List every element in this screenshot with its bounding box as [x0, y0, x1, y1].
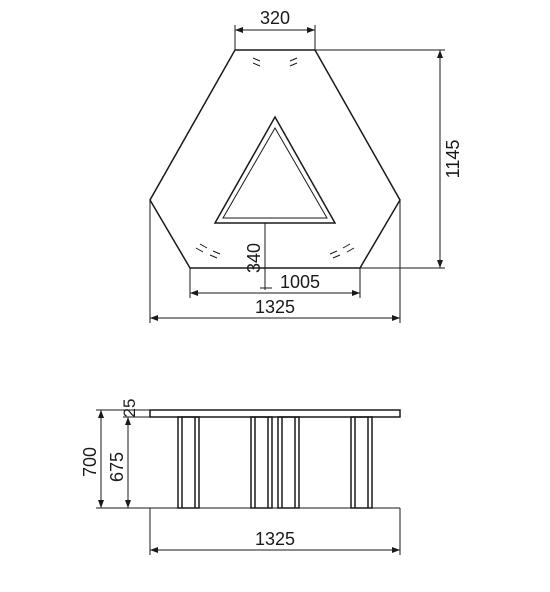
inner-triangle [215, 117, 335, 223]
dim-1325-front-label: 1325 [255, 529, 295, 549]
dim-1145: 1145 [315, 50, 463, 268]
dim-320: 320 [235, 8, 315, 50]
dim-700-label: 700 [80, 447, 100, 477]
outer-shape [150, 50, 400, 268]
dim-675: 675 [107, 417, 150, 508]
dim-25-label: 25 [120, 399, 139, 418]
corner-bracket-br [330, 244, 354, 258]
corner-bracket-bl [196, 244, 220, 258]
dim-675-label: 675 [107, 452, 127, 482]
technical-drawing: 320 1145 340 1005 [0, 0, 550, 592]
front-view: 25 675 700 1325 [80, 399, 400, 555]
dim-1145-label: 1145 [443, 140, 463, 179]
legs [178, 417, 372, 508]
dim-25: 25 [120, 399, 150, 418]
dim-1005: 1005 [190, 268, 360, 298]
tabletop [150, 410, 400, 417]
top-view: 320 1145 340 1005 [150, 8, 463, 323]
dim-1325-top-label: 1325 [255, 297, 295, 317]
dim-1005-label: 1005 [280, 272, 320, 292]
dim-320-label: 320 [260, 8, 290, 28]
corner-bracket-top [253, 58, 297, 66]
dim-1325-front: 1325 [150, 508, 400, 555]
dim-340: 340 [244, 223, 272, 290]
inner-triangle-inset [223, 128, 327, 218]
dim-340-label: 340 [244, 243, 264, 273]
